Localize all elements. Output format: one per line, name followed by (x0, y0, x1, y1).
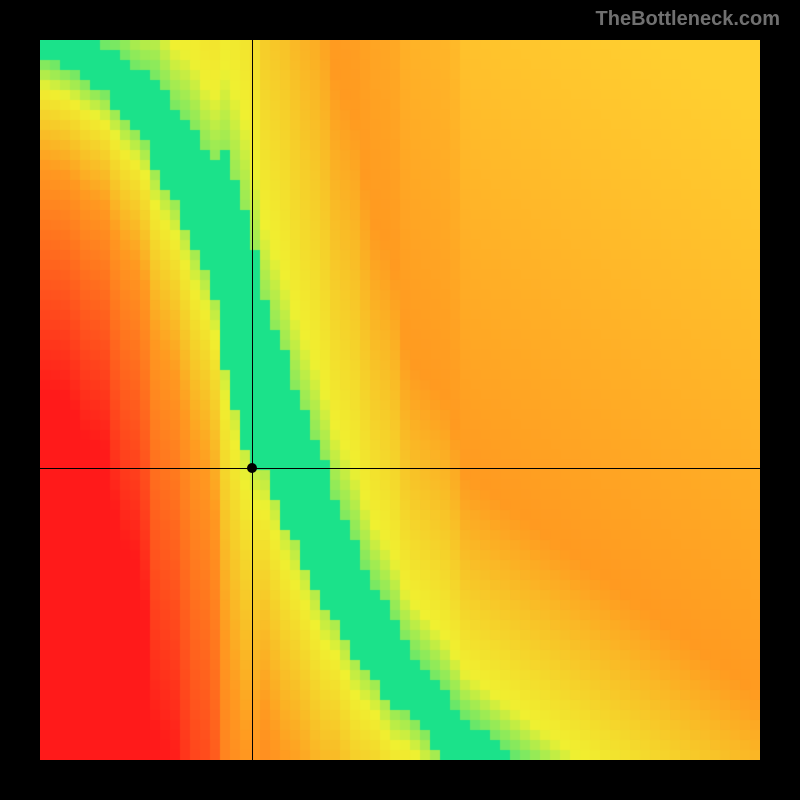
bottleneck-heatmap (40, 40, 760, 760)
crosshair-horizontal (40, 468, 760, 469)
crosshair-vertical (252, 40, 253, 760)
heatmap-canvas (40, 40, 760, 760)
watermark-text: TheBottleneck.com (596, 8, 780, 31)
crosshair-marker (247, 463, 257, 473)
